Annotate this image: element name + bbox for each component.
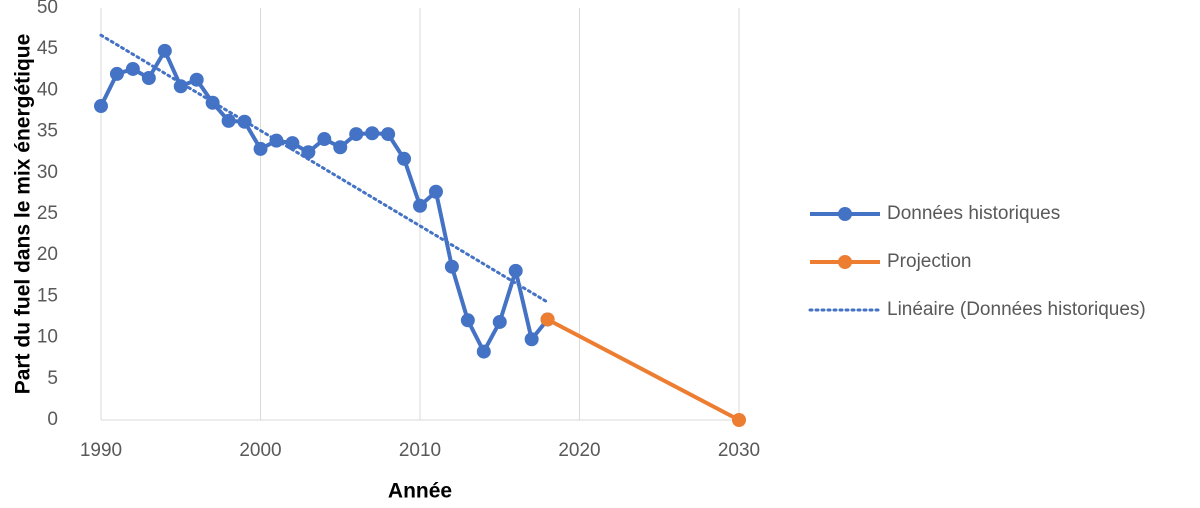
legend-marker [838,207,852,221]
data-point [508,263,523,278]
data-point [732,413,746,427]
series-line [99,48,550,354]
data-point [317,132,332,147]
y-axis-label: Part du fuel dans le mix énergétique [12,34,35,395]
y-tick-label: 40 [37,79,58,100]
x-tick-label: 2030 [718,440,760,461]
series-line [546,317,740,422]
trend-line [99,33,550,304]
x-tick-label: 2000 [239,440,281,461]
data-point [460,313,475,328]
y-tick-label: 25 [37,203,58,224]
y-tick-label: 50 [37,0,58,18]
data-point [428,184,443,199]
data-point [109,66,124,81]
x-axis-label: Année [388,480,452,503]
data-point [349,127,364,142]
data-point [413,198,427,213]
legend-label: Projection [887,251,972,272]
data-point [205,95,220,110]
y-tick-label: 45 [37,38,58,59]
legend-label: Linéaire (Données historiques) [887,299,1146,320]
data-point [141,71,156,86]
data-point [333,140,348,155]
data-point [381,127,396,142]
x-tick-label: 2010 [399,440,441,461]
data-point [173,79,188,94]
data-point [125,61,140,76]
data-point [189,72,204,87]
y-tick-label: 20 [37,244,58,265]
data-point [221,113,236,128]
y-tick-label: 10 [37,327,58,348]
data-point [444,259,459,274]
data-point [397,151,412,166]
data-point [524,332,539,347]
x-tick-label: 2020 [558,440,600,461]
y-tick-label: 5 [47,368,58,389]
data-point [492,314,507,329]
y-tick-label: 30 [37,162,58,183]
data-point [157,43,172,58]
y-tick-label: 15 [37,285,58,306]
data-point [365,126,380,141]
data-point [253,141,268,156]
y-tick-label: 35 [37,121,58,142]
data-point [540,312,555,327]
y-tick-label: 0 [47,409,58,430]
data-point [476,344,491,359]
legend-marker [838,255,852,269]
legend-label: Données historiques [887,203,1060,224]
x-tick-label: 1990 [80,440,122,461]
data-point [94,99,108,114]
